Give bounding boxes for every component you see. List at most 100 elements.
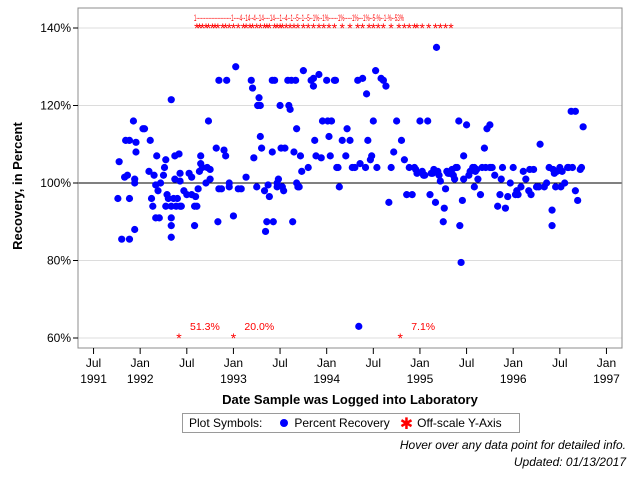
off-scale-marker[interactable]: * bbox=[231, 20, 237, 36]
data-point[interactable] bbox=[167, 214, 175, 222]
data-point[interactable] bbox=[431, 198, 440, 206]
data-point[interactable] bbox=[397, 136, 406, 144]
data-point[interactable] bbox=[535, 183, 543, 191]
off-scale-marker[interactable]: * bbox=[420, 20, 426, 36]
data-point[interactable] bbox=[364, 136, 372, 144]
data-point[interactable] bbox=[457, 258, 465, 267]
data-point[interactable] bbox=[256, 132, 264, 141]
data-point[interactable] bbox=[325, 132, 333, 141]
data-point[interactable] bbox=[327, 117, 336, 125]
off-scale-marker[interactable]: * bbox=[258, 20, 264, 36]
data-point[interactable] bbox=[455, 117, 463, 125]
off-scale-marker[interactable]: * bbox=[262, 20, 268, 36]
data-point[interactable] bbox=[162, 202, 170, 210]
data-point[interactable] bbox=[232, 63, 240, 71]
data-point[interactable] bbox=[131, 225, 139, 234]
data-point[interactable] bbox=[318, 117, 327, 125]
off-scale-marker[interactable]: * bbox=[371, 20, 377, 36]
data-point[interactable] bbox=[342, 152, 350, 160]
off-scale-marker[interactable]: * bbox=[215, 20, 221, 36]
off-scale-marker[interactable]: * bbox=[231, 330, 237, 346]
data-point[interactable] bbox=[514, 191, 522, 199]
data-point[interactable] bbox=[194, 185, 202, 193]
data-point[interactable] bbox=[361, 163, 370, 172]
data-point[interactable] bbox=[387, 163, 395, 172]
off-scale-marker[interactable]: * bbox=[243, 20, 249, 36]
data-point[interactable] bbox=[474, 175, 482, 183]
data-point[interactable] bbox=[247, 76, 255, 84]
data-point[interactable] bbox=[248, 84, 257, 92]
data-point[interactable] bbox=[548, 222, 556, 230]
data-point[interactable] bbox=[129, 117, 138, 125]
data-point[interactable] bbox=[190, 222, 199, 230]
off-scale-marker[interactable]: * bbox=[340, 20, 346, 36]
off-scale-marker[interactable]: * bbox=[388, 20, 394, 36]
data-point[interactable] bbox=[253, 183, 261, 191]
data-point[interactable] bbox=[260, 187, 269, 195]
data-point[interactable] bbox=[441, 185, 450, 193]
data-point[interactable] bbox=[440, 204, 448, 212]
data-point[interactable] bbox=[519, 167, 527, 175]
off-scale-marker[interactable]: * bbox=[272, 20, 278, 36]
off-scale-marker[interactable]: * bbox=[433, 20, 439, 36]
off-scale-marker[interactable]: * bbox=[316, 20, 322, 36]
data-point[interactable] bbox=[501, 204, 510, 212]
data-point[interactable] bbox=[460, 175, 468, 183]
data-point[interactable] bbox=[369, 117, 377, 125]
data-point[interactable] bbox=[298, 167, 306, 175]
data-point[interactable] bbox=[373, 163, 381, 172]
off-scale-marker[interactable]: * bbox=[332, 20, 338, 36]
data-point[interactable] bbox=[257, 144, 266, 152]
data-point[interactable] bbox=[269, 218, 277, 226]
data-point[interactable] bbox=[286, 105, 294, 113]
data-point[interactable] bbox=[568, 163, 577, 172]
off-scale-marker[interactable]: * bbox=[412, 20, 418, 36]
off-scale-markers[interactable]: ******** **** * ********* ******** * * * * * * * * * *… bbox=[176, 13, 454, 346]
data-point[interactable] bbox=[390, 148, 398, 156]
data-point[interactable] bbox=[382, 82, 390, 90]
data-point[interactable] bbox=[206, 165, 214, 174]
data-point[interactable] bbox=[346, 136, 354, 144]
off-scale-marker[interactable]: * bbox=[407, 20, 413, 36]
data-point[interactable] bbox=[191, 192, 200, 201]
data-point[interactable] bbox=[542, 179, 551, 187]
off-scale-marker[interactable]: * bbox=[375, 20, 381, 36]
off-scale-marker[interactable]: * bbox=[227, 20, 233, 36]
off-scale-marker[interactable]: * bbox=[295, 20, 301, 36]
data-point[interactable] bbox=[167, 222, 175, 230]
data-point[interactable] bbox=[426, 191, 434, 199]
data-point[interactable] bbox=[362, 90, 371, 98]
off-scale-marker[interactable]: * bbox=[206, 20, 212, 36]
data-point[interactable] bbox=[264, 181, 272, 189]
data-point[interactable] bbox=[368, 152, 376, 160]
data-point[interactable] bbox=[132, 138, 140, 146]
data-point[interactable] bbox=[335, 183, 343, 191]
data-point[interactable] bbox=[147, 194, 156, 203]
data-point[interactable] bbox=[167, 233, 175, 241]
data-point[interactable] bbox=[212, 144, 220, 152]
data-point[interactable] bbox=[494, 202, 502, 210]
off-scale-marker[interactable]: * bbox=[326, 20, 332, 36]
off-scale-marker[interactable]: * bbox=[200, 20, 206, 36]
data-point[interactable] bbox=[131, 175, 139, 183]
data-point[interactable] bbox=[242, 173, 250, 181]
data-point[interactable] bbox=[436, 177, 444, 185]
data-point[interactable] bbox=[496, 191, 504, 199]
data-point[interactable] bbox=[480, 144, 489, 152]
data-point[interactable] bbox=[256, 101, 264, 110]
data-point[interactable] bbox=[504, 192, 512, 201]
data-point[interactable] bbox=[558, 167, 566, 175]
data-point[interactable] bbox=[146, 136, 154, 144]
data-point[interactable] bbox=[114, 194, 122, 203]
data-point[interactable] bbox=[491, 171, 499, 179]
off-scale-marker[interactable]: * bbox=[321, 20, 327, 36]
off-scale-marker[interactable]: * bbox=[311, 20, 317, 36]
data-point[interactable] bbox=[177, 202, 185, 210]
data-point[interactable] bbox=[293, 125, 301, 133]
off-scale-marker[interactable]: * bbox=[287, 20, 293, 36]
data-point[interactable] bbox=[268, 148, 276, 156]
off-scale-marker[interactable]: * bbox=[381, 20, 387, 36]
off-scale-marker[interactable]: * bbox=[366, 20, 372, 36]
off-scale-marker[interactable]: * bbox=[396, 20, 402, 36]
data-point[interactable] bbox=[351, 163, 359, 172]
